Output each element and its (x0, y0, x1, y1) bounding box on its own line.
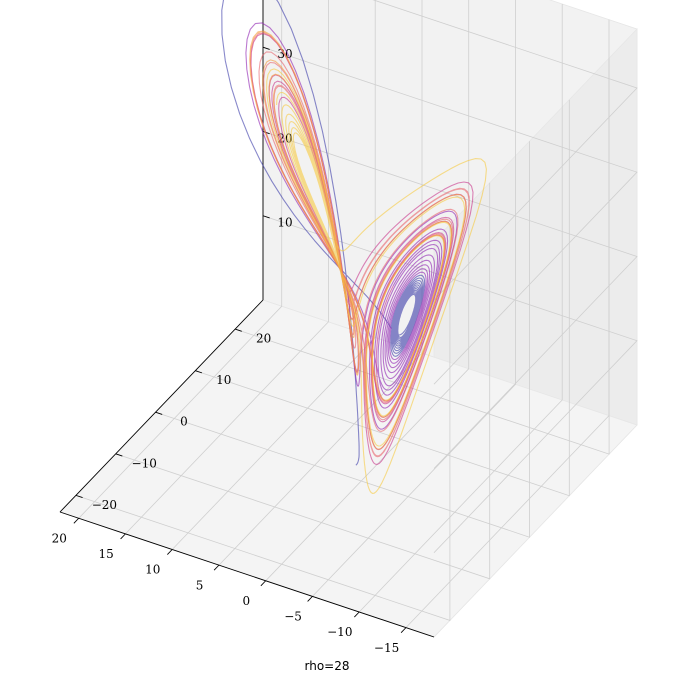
z-tick (262, 46, 270, 50)
x-grid-line (312, 0, 516, 597)
x-tick (73, 517, 80, 524)
x-grid-line (78, 0, 283, 519)
grid-lines (75, 0, 638, 628)
y-tick-label: 20 (256, 332, 271, 346)
x-tick (400, 627, 407, 633)
x-grid-line (358, 4, 563, 613)
trajectory-segment-6 (266, 68, 487, 494)
trajectory (221, 0, 487, 494)
y-tick (75, 494, 83, 499)
x-axis-line (59, 511, 435, 638)
y-tick (155, 411, 163, 415)
x-axis-label: rho=28 (305, 659, 350, 673)
y-grid-line (75, 224, 451, 621)
x-grid-line (125, 0, 329, 535)
z-grid-line (262, 131, 638, 469)
x-grid-line (265, 0, 470, 582)
x-tick (120, 533, 126, 540)
trajectory-segment-1 (221, 0, 426, 466)
y-tick (234, 328, 242, 332)
x-tick-label: −5 (284, 610, 302, 624)
x-tick-label: −15 (374, 641, 399, 655)
x-grid-line (171, 0, 376, 550)
y-grid-line (155, 141, 530, 538)
x-tick-label: 20 (52, 532, 67, 546)
x-tick (213, 564, 220, 571)
z-grid-line (372, 0, 638, 301)
y-axis-line (59, 299, 264, 513)
z-tick-label: 10 (277, 216, 292, 230)
y-tick-label: −20 (92, 498, 117, 512)
y-tick-label: 0 (180, 415, 188, 429)
y-tick (195, 370, 203, 374)
trajectory-segment-2 (245, 22, 458, 430)
z-grid-line (262, 215, 638, 553)
x-tick-label: 0 (242, 594, 250, 608)
x-tick-label: 5 (196, 578, 204, 592)
y-tick-label: 10 (216, 373, 231, 387)
x-tick-label: 15 (98, 547, 113, 561)
x-tick (167, 549, 173, 555)
x-tick (260, 580, 267, 587)
x-tick-label: −10 (327, 625, 352, 639)
z-grid-line (262, 46, 638, 385)
x-tick (307, 596, 313, 602)
x-tick (354, 611, 360, 618)
y-tick (115, 453, 123, 457)
y-grid-line (195, 99, 570, 497)
y-tick-label: −10 (132, 456, 157, 470)
z-tick (262, 215, 270, 219)
y-grid-line (115, 182, 491, 580)
x-tick-label: 10 (145, 563, 160, 577)
